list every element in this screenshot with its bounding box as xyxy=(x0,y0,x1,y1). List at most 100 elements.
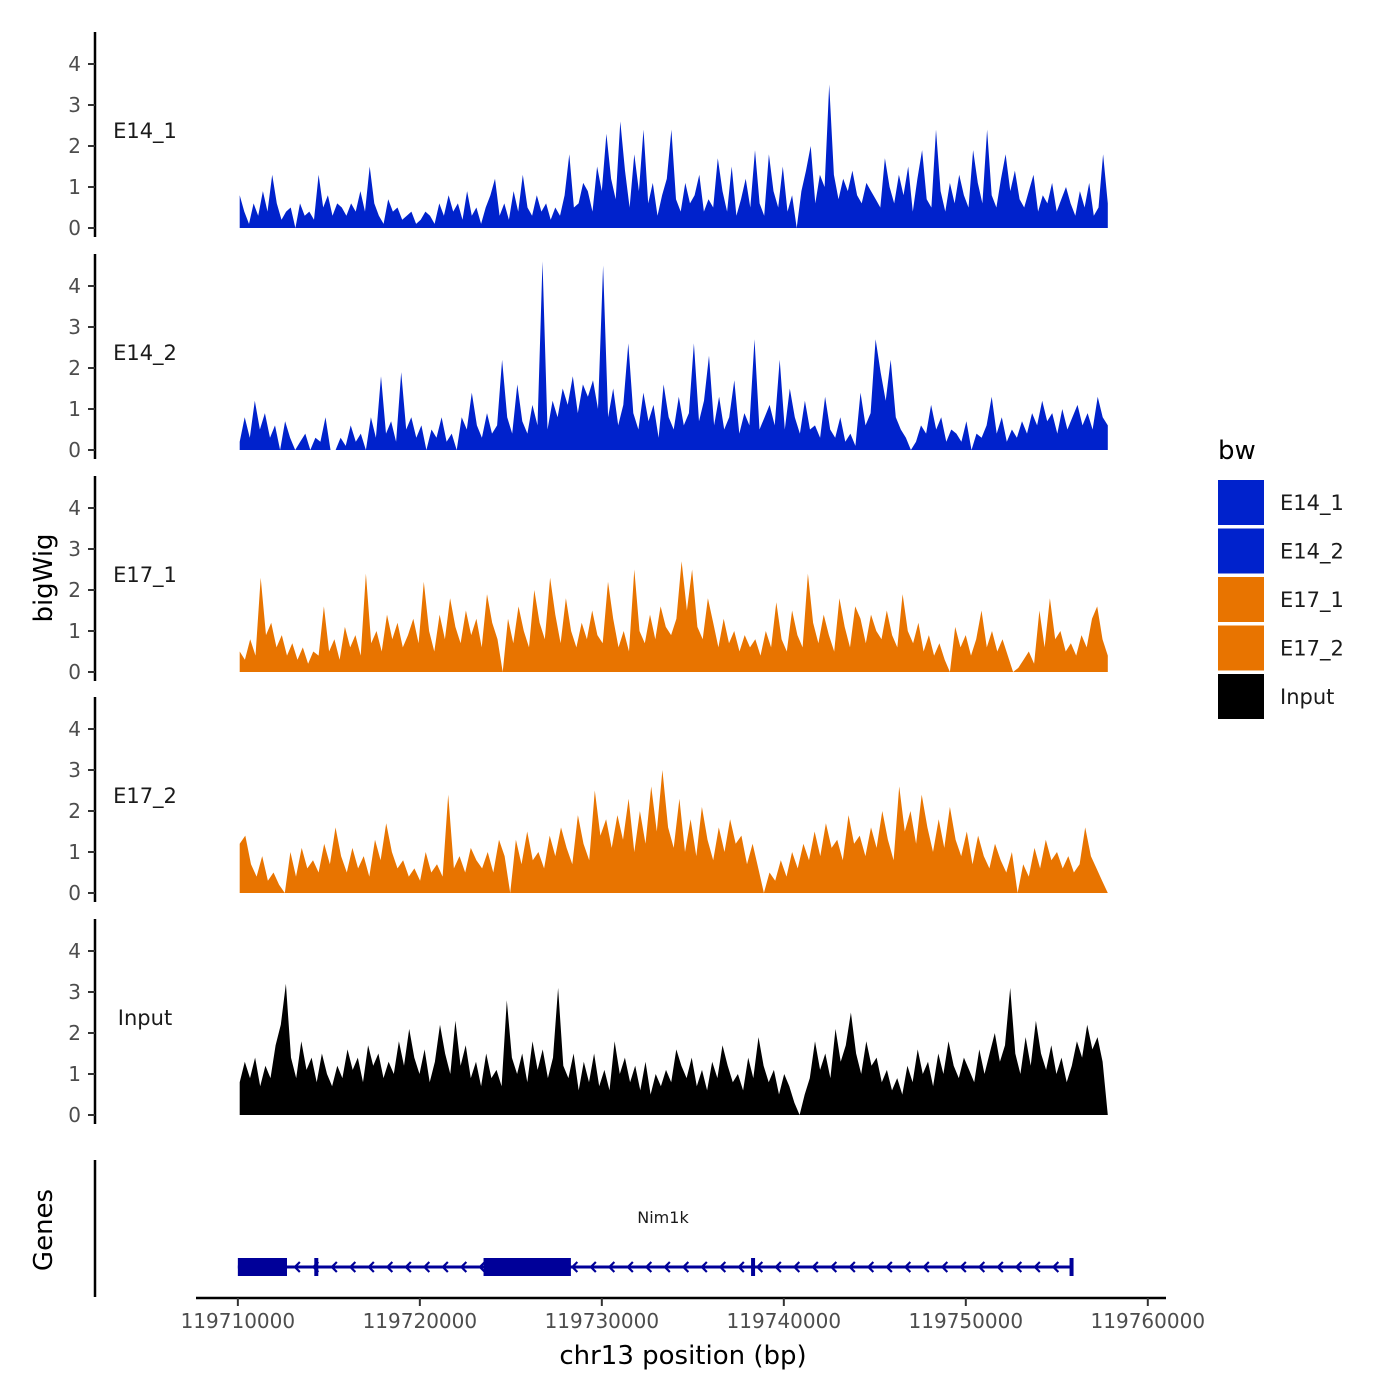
x-axis-title: chr13 position (bp) xyxy=(559,1341,806,1371)
gene-exon xyxy=(1069,1258,1074,1276)
strand-arrow xyxy=(885,1261,893,1273)
strand-arrow xyxy=(348,1261,357,1273)
legend: bw E14_1 E14_2 E17_1 E17_2 Input xyxy=(1218,436,1344,719)
x-tick-label: 119760000 xyxy=(1091,1309,1206,1333)
y-tick-label: 3 xyxy=(68,980,81,1004)
gene-exon xyxy=(237,1258,287,1276)
genes-track: Nim1k xyxy=(93,1160,1074,1297)
y-tick-label: 3 xyxy=(68,537,81,561)
strand-arrow xyxy=(1033,1261,1041,1273)
x-tick-label: 119730000 xyxy=(545,1309,660,1333)
strand-arrow xyxy=(644,1261,653,1273)
gene-name-label: Nim1k xyxy=(637,1208,689,1227)
strand-arrow xyxy=(940,1261,949,1273)
strand-arrow xyxy=(663,1261,671,1273)
strand-arrow xyxy=(589,1261,597,1273)
y-tick-label: 3 xyxy=(68,93,81,117)
y-tick-label: 3 xyxy=(68,758,81,782)
strand-arrow xyxy=(570,1261,579,1273)
y-tick-label: 2 xyxy=(68,356,81,380)
strand-arrow xyxy=(996,1261,1004,1273)
strand-arrow xyxy=(977,1261,986,1273)
gene-exon xyxy=(314,1258,319,1276)
y-tick-label: 2 xyxy=(68,799,81,823)
track-label: Input xyxy=(118,1006,172,1030)
legend-swatch xyxy=(1218,577,1264,622)
strand-arrow xyxy=(367,1261,375,1273)
legend-entry-input: Input xyxy=(1218,674,1334,719)
strand-arrow xyxy=(700,1261,708,1273)
coverage-area xyxy=(239,770,1108,893)
y-axis-title: bigWig xyxy=(29,533,59,622)
legend-entry-e17-2: E17_2 xyxy=(1218,625,1344,671)
strand-arrow xyxy=(866,1261,875,1273)
legend-entry-e14-2: E14_2 xyxy=(1218,528,1344,574)
track-e17-1: 0 1 2 3 4 E17_1 xyxy=(68,476,1108,684)
strand-arrow xyxy=(1051,1261,1060,1273)
legend-label: E17_2 xyxy=(1280,637,1344,662)
legend-entry-e14-1: E14_1 xyxy=(1218,480,1344,525)
track-e17-2: 0 1 2 3 4 E17_2 xyxy=(68,697,1108,905)
legend-swatch xyxy=(1218,528,1264,574)
legend-swatch xyxy=(1218,625,1264,671)
track-input: 0 1 2 3 4 Input xyxy=(68,919,1108,1127)
strand-arrow xyxy=(330,1261,338,1273)
strand-arrow xyxy=(441,1261,449,1273)
strand-arrow xyxy=(903,1261,912,1273)
coverage-area xyxy=(239,84,1108,228)
coverage-area xyxy=(239,983,1108,1115)
strand-arrow xyxy=(293,1261,301,1273)
y-tick-label: 0 xyxy=(68,216,81,240)
strand-arrow xyxy=(1014,1261,1023,1273)
y-tick-label: 4 xyxy=(68,274,81,298)
y-tick-label: 2 xyxy=(68,578,81,602)
strand-arrow xyxy=(459,1261,468,1273)
strand-arrow xyxy=(792,1261,801,1273)
y-tick-label: 4 xyxy=(68,52,81,76)
gene-exon xyxy=(483,1258,571,1276)
tracks-group: 0 1 2 3 4 E14_1 0 1 2 3 4 E14_2 0 1 2 3 4 E17_1 0 1 2 3 4 E17_2… xyxy=(68,32,1108,1127)
strand-arrow xyxy=(755,1261,764,1273)
strand-arrow xyxy=(404,1261,412,1273)
genes-axis-title: Genes xyxy=(29,1189,59,1271)
strand-arrow xyxy=(959,1261,967,1273)
y-tick-label: 1 xyxy=(68,619,81,643)
strand-arrow xyxy=(422,1261,431,1273)
legend-label: E14_2 xyxy=(1280,540,1344,565)
strand-arrow xyxy=(737,1261,745,1273)
track-label: E17_2 xyxy=(113,784,177,809)
legend-entry-e17-1: E17_1 xyxy=(1218,577,1344,622)
strand-arrow xyxy=(774,1261,782,1273)
legend-label: Input xyxy=(1280,685,1334,709)
strand-arrow xyxy=(848,1261,856,1273)
track-e14-1: 0 1 2 3 4 E14_1 xyxy=(68,32,1108,240)
strand-arrow xyxy=(811,1261,819,1273)
x-axis: 119710000 119720000 119730000 119740000 1197… xyxy=(181,1296,1206,1333)
coverage-area xyxy=(239,561,1108,672)
y-tick-label: 0 xyxy=(68,1103,81,1127)
legend-label: E14_1 xyxy=(1280,491,1344,516)
y-tick-label: 4 xyxy=(68,939,81,963)
y-tick-label: 1 xyxy=(68,840,81,864)
strand-arrow xyxy=(681,1261,690,1273)
strand-arrow xyxy=(922,1261,930,1273)
legend-swatch xyxy=(1218,480,1264,525)
y-tick-label: 0 xyxy=(68,660,81,684)
gene-exon xyxy=(751,1258,756,1276)
strand-arrow xyxy=(607,1261,616,1273)
track-e14-2: 0 1 2 3 4 E14_2 xyxy=(68,254,1108,462)
x-tick-label: 119710000 xyxy=(181,1309,296,1333)
y-tick-label: 4 xyxy=(68,717,81,741)
y-tick-label: 2 xyxy=(68,1021,81,1045)
x-tick-label: 119740000 xyxy=(727,1309,842,1333)
x-tick-label: 119720000 xyxy=(363,1309,478,1333)
track-label: E14_1 xyxy=(113,119,177,144)
track-label: E17_1 xyxy=(113,563,177,588)
legend-swatch xyxy=(1218,674,1264,719)
strand-arrow xyxy=(718,1261,727,1273)
strand-arrow xyxy=(626,1261,634,1273)
y-tick-label: 2 xyxy=(68,134,81,158)
x-tick-label: 119750000 xyxy=(909,1309,1024,1333)
y-tick-label: 3 xyxy=(68,315,81,339)
